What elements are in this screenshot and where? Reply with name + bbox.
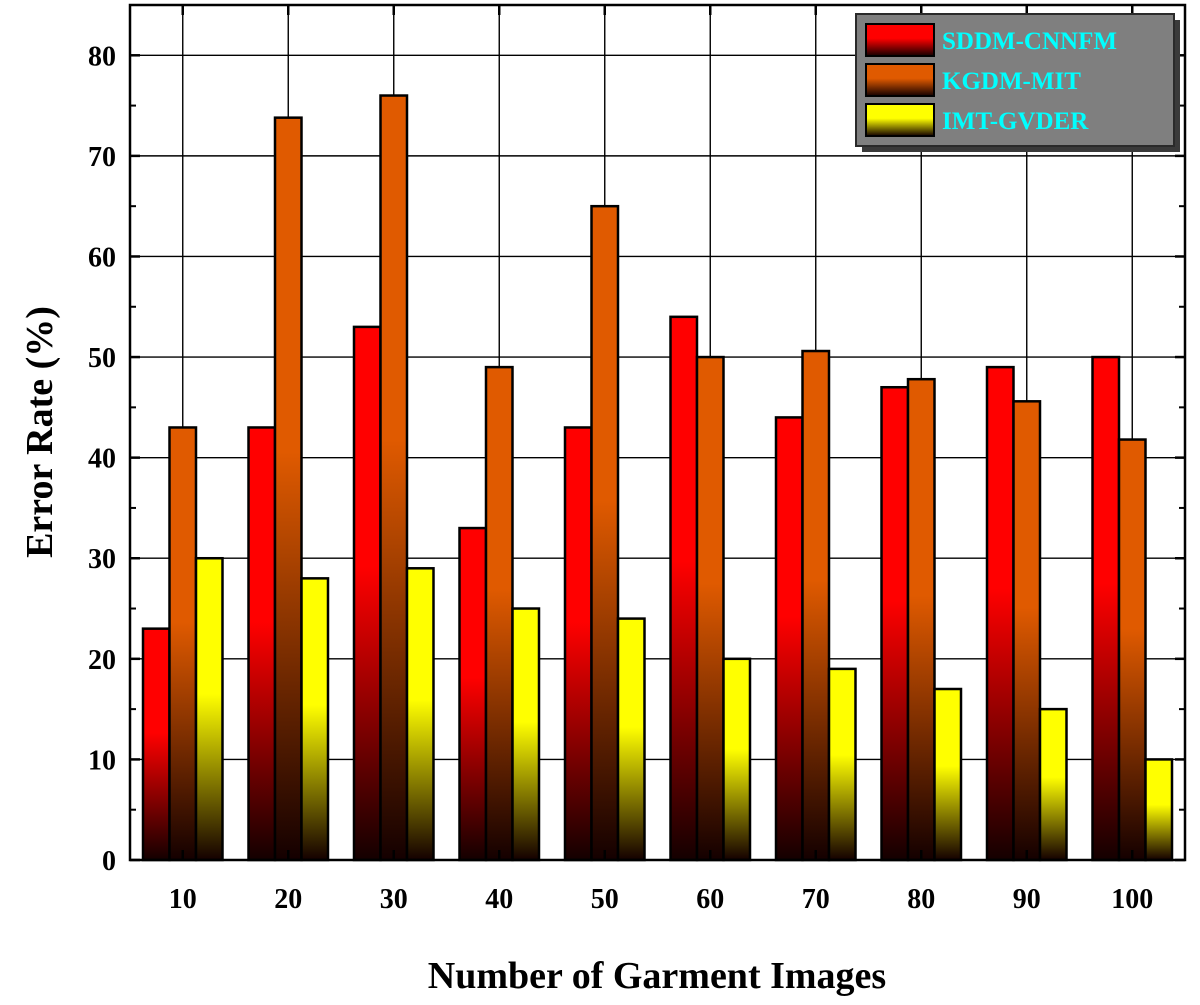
bar-sddm-cnnfm	[563, 426, 593, 862]
bar-sddm-cnnfm	[247, 426, 277, 862]
tick-labels: 0 10 20 30 40 50 60 70 80 10 20 30 40 50 60 70 80 90 100	[88, 41, 1153, 915]
x-tick-label: 50	[591, 884, 619, 915]
x-tick-label: 20	[274, 884, 302, 915]
x-axis-title: Number of Garment Images	[428, 955, 886, 997]
bar-imt-gvder	[933, 687, 963, 862]
x-tick-label: 60	[696, 884, 724, 915]
bar-sddm-cnnfm	[141, 627, 171, 862]
y-tick-label: 10	[88, 745, 116, 776]
y-tick-label: 70	[88, 142, 116, 173]
y-tick-label: 40	[88, 444, 116, 475]
bar-sddm-cnnfm	[458, 526, 488, 862]
y-tick-label: 50	[88, 343, 116, 374]
bar-kgdm-mit	[695, 355, 725, 862]
bar-imt-gvder	[194, 556, 224, 862]
y-tick-label: 60	[88, 242, 116, 273]
bar-kgdm-mit	[1117, 438, 1147, 862]
bar-sddm-cnnfm	[880, 385, 910, 862]
y-tick-label: 80	[88, 41, 116, 72]
bar-kgdm-mit	[906, 377, 936, 862]
plot-frame	[128, 3, 1187, 862]
bar-sddm-cnnfm	[774, 416, 804, 862]
bar-kgdm-mit	[484, 365, 514, 862]
bar-imt-gvder	[1144, 758, 1174, 862]
bar-imt-gvder	[511, 607, 541, 862]
legend-swatch	[865, 23, 935, 57]
bar-sddm-cnnfm	[352, 325, 382, 862]
y-tick-label: 20	[88, 645, 116, 676]
bar-imt-gvder	[405, 567, 435, 862]
x-tick-label: 70	[802, 884, 830, 915]
legend-label: IMT-GVDER	[942, 108, 1089, 135]
y-tick-label: 30	[88, 544, 116, 575]
x-tick-label: 10	[169, 884, 197, 915]
bar-sddm-cnnfm	[669, 315, 699, 862]
y-axis-title: Error Rate (%)	[19, 306, 61, 558]
y-tick-label: 0	[102, 846, 116, 877]
x-tick-label: 80	[907, 884, 935, 915]
bar-sddm-cnnfm	[985, 365, 1015, 862]
bar-kgdm-mit	[801, 349, 831, 862]
bar-kgdm-mit	[379, 94, 409, 862]
bar-imt-gvder	[722, 657, 752, 862]
axis-ticks	[130, 5, 1185, 862]
bar-sddm-cnnfm	[1091, 355, 1121, 862]
bar-kgdm-mit	[168, 426, 198, 862]
legend-swatch	[865, 63, 935, 97]
legend-label: KGDM-MIT	[942, 68, 1081, 95]
bar-imt-gvder	[616, 617, 646, 862]
legend-label: SDDM-CNNFM	[942, 28, 1117, 55]
bar-kgdm-mit	[590, 204, 620, 862]
x-tick-label: 40	[485, 884, 513, 915]
bar-imt-gvder	[300, 577, 330, 862]
x-tick-label: 90	[1013, 884, 1041, 915]
x-tick-label: 100	[1111, 884, 1153, 915]
bar-imt-gvder	[827, 667, 857, 862]
bar-kgdm-mit	[1012, 400, 1042, 862]
x-tick-label: 30	[380, 884, 408, 915]
bar-kgdm-mit	[273, 116, 303, 862]
legend-swatch	[865, 103, 935, 137]
legend: SDDM-CNNFM KGDM-MIT IMT-GVDER	[855, 13, 1180, 152]
bar-imt-gvder	[1038, 707, 1068, 862]
